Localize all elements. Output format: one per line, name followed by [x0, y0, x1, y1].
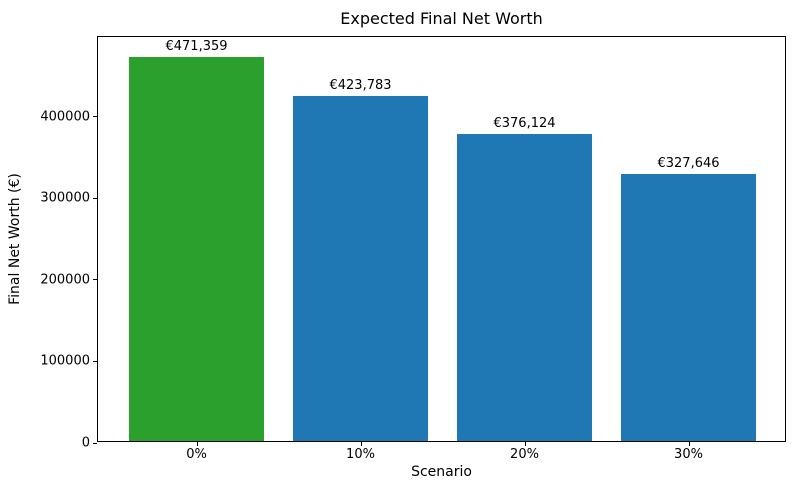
- y-tick-label: 0: [81, 435, 90, 451]
- x-tick-mark: [688, 442, 690, 446]
- x-tick-label: 10%: [346, 447, 375, 462]
- plot-area: €471,359 0% €423,783 10% €376,124 20% €327,646…: [40, 36, 786, 462]
- bar-value-label: €327,646: [657, 155, 720, 171]
- x-tick-label: 0%: [186, 447, 207, 462]
- bar-20%: [457, 134, 592, 441]
- y-tick-label: 200000: [40, 272, 90, 288]
- y-tick-label: 100000: [40, 353, 90, 369]
- y-tick-mark: [93, 360, 97, 362]
- chart-title: Expected Final Net Worth: [340, 9, 543, 28]
- y-tick-mark: [93, 279, 97, 281]
- bar-value-label: €376,124: [493, 116, 556, 132]
- y-tick-mark: [93, 116, 97, 118]
- x-axis-label: Scenario: [411, 464, 472, 480]
- x-tick-label: 20%: [510, 447, 539, 462]
- bar-0%: [129, 56, 264, 441]
- bar-30%: [621, 173, 756, 441]
- x-tick-mark: [524, 442, 526, 446]
- y-tick-label: 400000: [40, 109, 90, 125]
- x-tick-label: 30%: [674, 447, 703, 462]
- y-tick-label: 300000: [40, 190, 90, 206]
- bar-value-label: €423,783: [329, 77, 392, 93]
- y-tick-mark: [93, 197, 97, 199]
- x-tick-mark: [360, 442, 362, 446]
- x-tick-mark: [196, 442, 198, 446]
- y-tick-mark: [93, 442, 97, 444]
- bar-10%: [293, 95, 428, 441]
- bar-value-label: €471,359: [165, 38, 228, 54]
